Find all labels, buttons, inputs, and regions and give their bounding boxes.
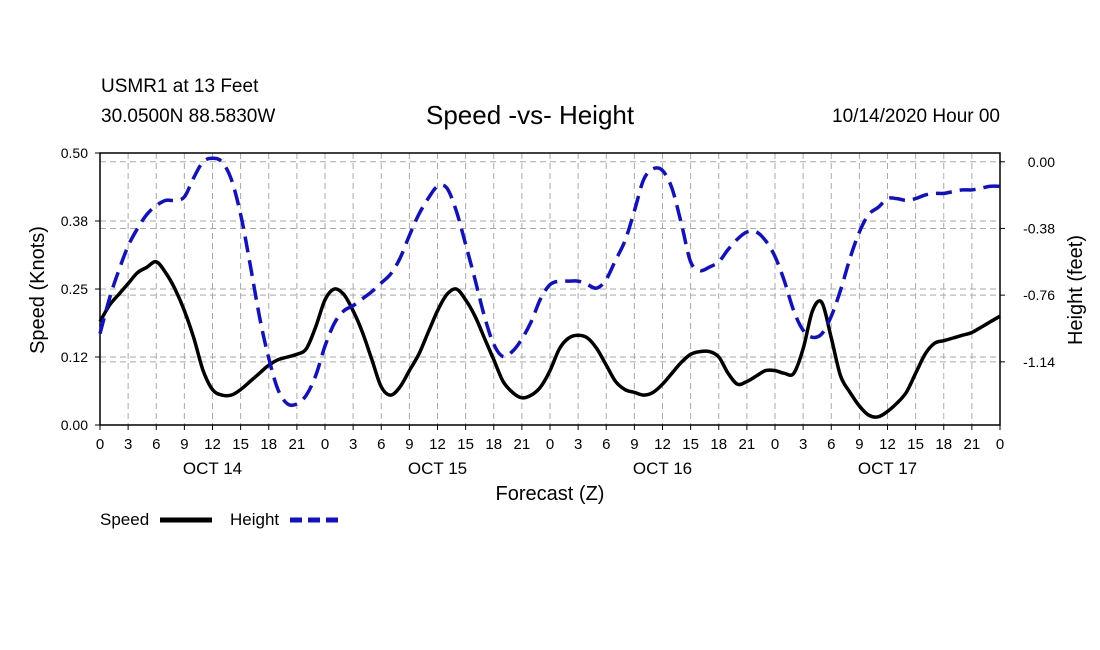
grid-lines [100, 153, 1000, 425]
x-tick-label: 9 [630, 436, 638, 453]
x-tick-label: 0 [996, 436, 1004, 453]
x-tick-label: 21 [739, 436, 756, 453]
x-tick-label: 6 [377, 436, 385, 453]
day-label: OCT 17 [858, 459, 917, 478]
x-tick-label: 6 [152, 436, 160, 453]
x-tick-label: 3 [574, 436, 582, 453]
y-tick-label: 0.50 [61, 145, 88, 161]
x-tick-label: 21 [289, 436, 306, 453]
x-tick-label: 9 [855, 436, 863, 453]
y2-tick-label: -1.14 [1023, 354, 1055, 370]
x-tick-label: 3 [349, 436, 357, 453]
x-tick-label: 21 [964, 436, 981, 453]
axis-labels: Forecast (Z) Speed (Knots) Height (feet) [27, 226, 1087, 505]
x-tick-label: 0 [96, 436, 104, 453]
y2-tick-label: -0.38 [1023, 220, 1055, 236]
x-tick-label: 12 [879, 436, 896, 453]
day-label: OCT 15 [408, 459, 467, 478]
x-tick-label: 12 [429, 436, 446, 453]
x-tick-label: 6 [602, 436, 610, 453]
series-line-speed [98, 259, 1001, 419]
station-label: USMR1 at 13 Feet [101, 76, 259, 97]
y-tick-label: 0.25 [61, 281, 88, 297]
x-tick-label: 21 [514, 436, 531, 453]
y2-tick-label: 0.00 [1028, 154, 1055, 170]
x-tick-label: 3 [799, 436, 807, 453]
x-tick-label: 18 [260, 436, 277, 453]
x-tick-label: 18 [710, 436, 727, 453]
x-tick-label: 15 [232, 436, 249, 453]
plot-frame [99, 152, 1001, 426]
x-tick-label: 15 [682, 436, 699, 453]
x-tick-label: 9 [180, 436, 188, 453]
y2-axis-title: Height (feet) [1065, 235, 1087, 345]
legend: Speed Height [100, 510, 342, 529]
y-axis-title: Speed (Knots) [27, 226, 49, 354]
x-tick-label: 12 [654, 436, 671, 453]
day-label: OCT 16 [633, 459, 692, 478]
x-tick-label: 0 [546, 436, 554, 453]
x-tick-label: 3 [124, 436, 132, 453]
x-tick-label: 18 [935, 436, 952, 453]
x-axis-title: Forecast (Z) [496, 483, 605, 505]
series-lines [98, 156, 1001, 419]
x-tick-label: 0 [321, 436, 329, 453]
x-tick-label: 15 [907, 436, 924, 453]
series-line-height [98, 156, 1001, 408]
legend-label-speed: Speed [100, 510, 149, 529]
y-tick-label: 0.00 [61, 417, 88, 433]
forecast-datetime: 10/14/2020 Hour 00 [832, 106, 1000, 127]
chart-title: Speed -vs- Height [426, 100, 635, 130]
y2-tick-label: -0.76 [1023, 287, 1055, 303]
y-tick-label: 0.38 [61, 213, 88, 229]
day-label: OCT 14 [183, 459, 242, 478]
x-tick-label: 9 [405, 436, 413, 453]
x-tick-label: 6 [827, 436, 835, 453]
y-tick-label: 0.12 [61, 349, 88, 365]
x-tick-label: 12 [204, 436, 221, 453]
x-tick-label: 0 [771, 436, 779, 453]
x-tick-label: 18 [485, 436, 502, 453]
axes: 0 3 6 9 12 15 18 21 0 3 6 9 12 15 18 21 0 3 6 9 12 15 18 21 0 3 6 9… [61, 145, 1055, 478]
coordinates-label: 30.0500N 88.5830W [101, 106, 276, 127]
legend-label-height: Height [230, 510, 279, 529]
x-tick-label: 15 [457, 436, 474, 453]
